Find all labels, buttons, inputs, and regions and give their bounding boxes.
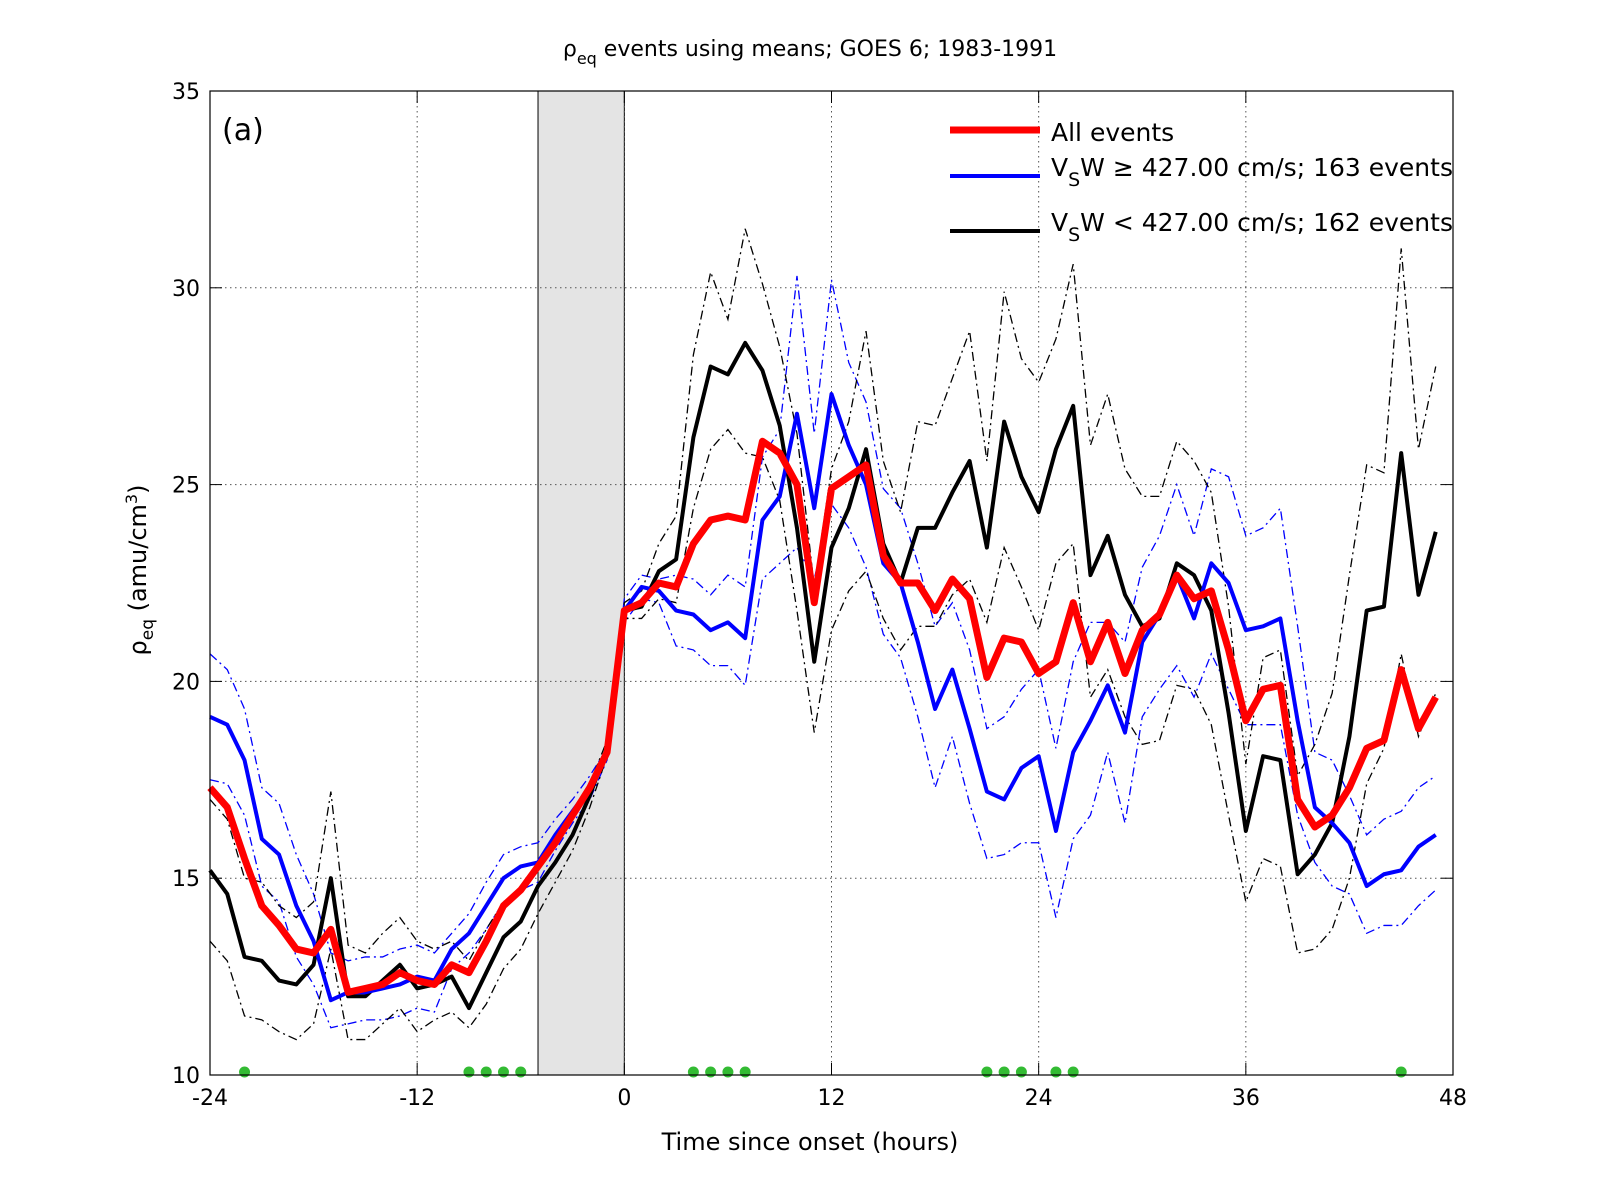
significance-marker — [463, 1066, 475, 1078]
x-tick-label: 24 — [1025, 1086, 1053, 1111]
legend-label-all-events: All events — [1051, 118, 1174, 147]
x-tick-label: 12 — [818, 1086, 846, 1111]
significance-marker — [1050, 1066, 1062, 1078]
x-tick-label: 0 — [617, 1086, 631, 1111]
significance-marker — [1067, 1066, 1079, 1078]
y-tick-label: 10 — [172, 1064, 200, 1089]
series-high-vsw-upper-bound — [209, 275, 1437, 962]
y-tick-label: 25 — [172, 474, 200, 499]
significance-marker — [722, 1066, 734, 1078]
significance-marker — [1015, 1066, 1027, 1078]
y-tick-label: 35 — [172, 80, 200, 105]
significance-marker — [687, 1066, 699, 1078]
y-axis-label: ρeq (amu/cm3) — [122, 485, 158, 656]
significance-marker — [739, 1066, 751, 1078]
legend: All events VSW ≥ 427.00 cm/s; 163 events… — [950, 118, 1453, 246]
x-tick-label: 36 — [1232, 1086, 1260, 1111]
y-tick-label: 15 — [172, 867, 200, 892]
plot-area: -24 -12 0 12 24 36 48 10 15 20 25 30 35 — [172, 80, 1467, 1111]
chart-title: ρeq events using means; GOES 6; 1983-199… — [563, 37, 1057, 68]
panel-label: (a) — [222, 113, 264, 148]
significance-marker — [705, 1066, 717, 1078]
y-tick-label: 30 — [172, 277, 200, 302]
y-tick-label: 20 — [172, 670, 200, 695]
significance-marker — [480, 1066, 492, 1078]
series-high-vsw-lower-bound — [209, 502, 1437, 1029]
x-tick-label: 48 — [1439, 1086, 1467, 1111]
significance-marker — [1395, 1066, 1407, 1078]
significance-marker — [998, 1066, 1010, 1078]
significance-marker — [239, 1066, 251, 1078]
series-low-vsw-line — [208, 340, 1438, 1011]
series-all-events-line — [207, 437, 1439, 996]
x-tick-label: -12 — [399, 1086, 435, 1111]
legend-label-low-vsw: VSW < 427.00 cm/s; 162 events — [1051, 208, 1453, 246]
x-axis-label: Time since onset (hours) — [661, 1128, 959, 1156]
series-low-vsw-lower-bound — [209, 428, 1437, 1041]
significance-marker — [515, 1066, 527, 1078]
shaded-interval — [538, 91, 625, 1075]
legend-label-high-vsw: VSW ≥ 427.00 cm/s; 163 events — [1051, 153, 1453, 191]
significance-marker — [497, 1066, 509, 1078]
x-tick-label: -24 — [192, 1086, 228, 1111]
significance-marker — [981, 1066, 993, 1078]
